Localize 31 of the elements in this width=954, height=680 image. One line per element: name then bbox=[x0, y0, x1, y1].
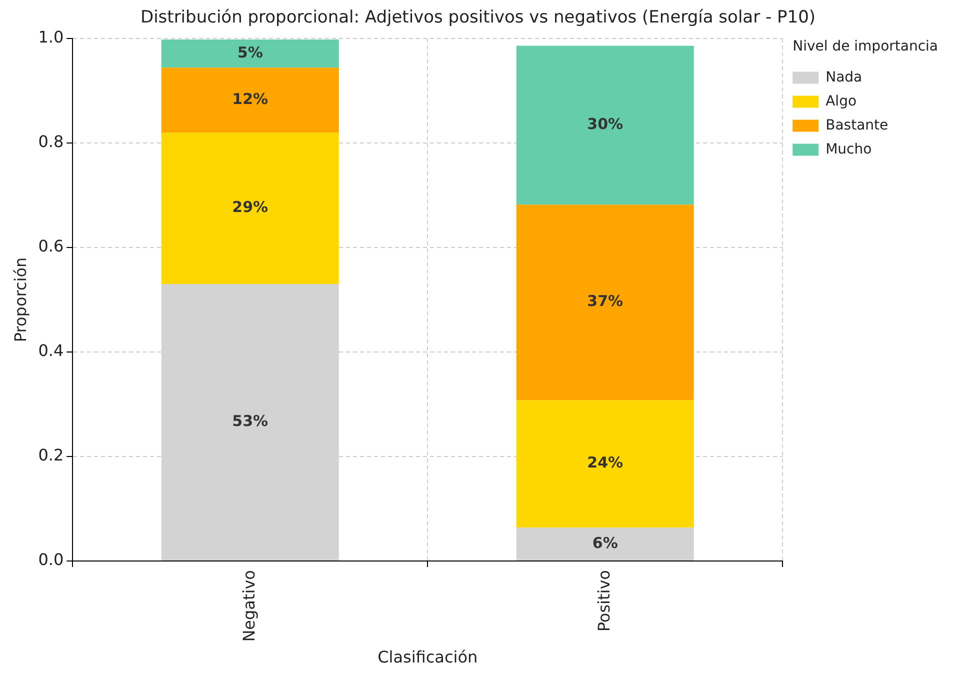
bar bbox=[516, 528, 694, 561]
bar bbox=[516, 46, 694, 205]
data-label: 24% bbox=[587, 454, 624, 472]
legend-label: Bastante bbox=[826, 117, 888, 134]
bar bbox=[161, 68, 339, 132]
legend-label: Nada bbox=[826, 69, 862, 86]
y-axis-title: Proporción bbox=[10, 257, 30, 342]
x-tick-label: Negativo bbox=[239, 570, 258, 642]
y-tick-label: 0.2 bbox=[38, 446, 64, 465]
data-label: 6% bbox=[592, 534, 618, 552]
bar bbox=[161, 39, 339, 68]
y-tick-label: 0.0 bbox=[38, 550, 64, 570]
data-label: 5% bbox=[237, 43, 263, 62]
legend-label: Algo bbox=[826, 93, 857, 110]
legend-title: Nivel de importancia bbox=[792, 38, 938, 55]
legend-label: Mucho bbox=[826, 141, 872, 158]
y-tick-label: 1.0 bbox=[38, 28, 64, 47]
y-tick-label: 0.6 bbox=[38, 236, 64, 256]
data-label: 37% bbox=[587, 292, 624, 310]
chart-title: Distribución proporcional: Adjetivos positivos vs negativos (Energía solar - P10) bbox=[140, 8, 816, 28]
data-label: 29% bbox=[232, 198, 268, 216]
data-label: 30% bbox=[587, 115, 624, 134]
x-tick-label: Positivo bbox=[594, 570, 614, 632]
y-tick-label: 0.8 bbox=[38, 132, 64, 152]
bar bbox=[516, 400, 694, 528]
x-axis-title: Clasificación bbox=[378, 648, 478, 667]
data-label: 53% bbox=[232, 412, 268, 430]
bar bbox=[161, 132, 339, 284]
bar bbox=[516, 204, 694, 400]
data-label: 12% bbox=[232, 90, 268, 108]
y-tick-label: 0.4 bbox=[38, 341, 64, 360]
